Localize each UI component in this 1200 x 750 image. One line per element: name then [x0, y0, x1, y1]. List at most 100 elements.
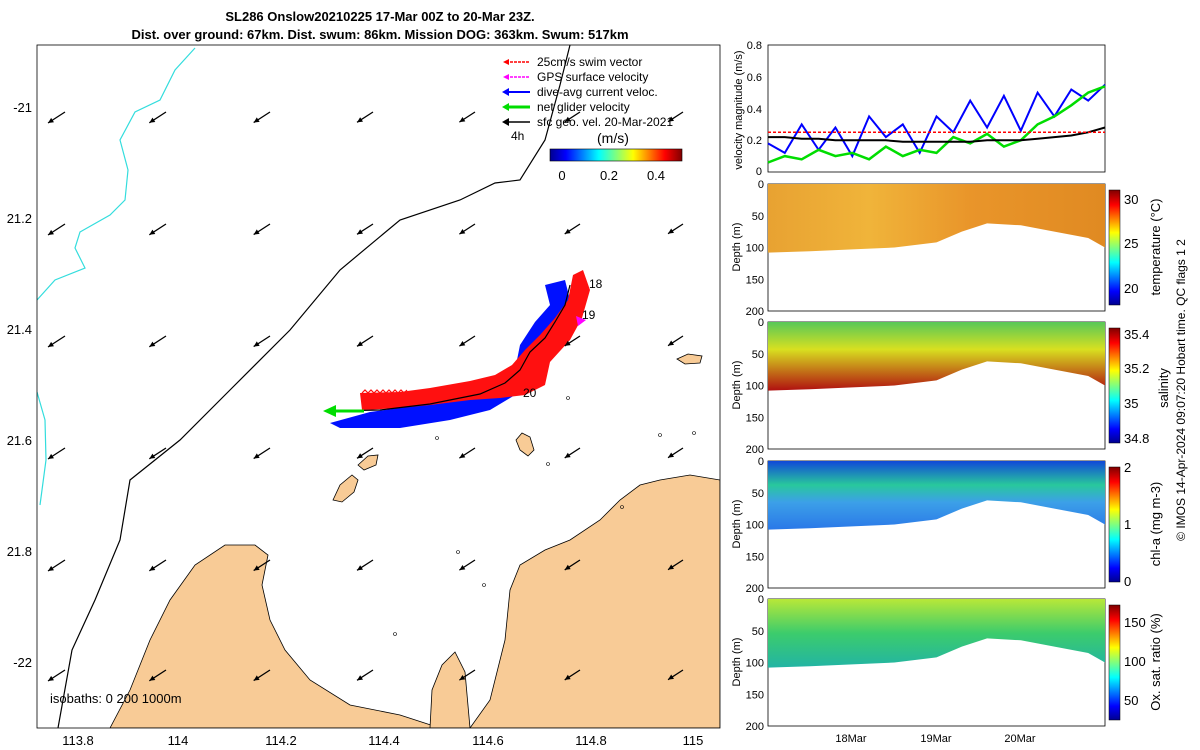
chla-clabel: chl-a (mg m-3)	[1148, 482, 1163, 567]
x-tick-label: 114	[168, 733, 189, 748]
sfc-velocity-arrowhead	[357, 229, 363, 235]
glider-track-line	[329, 284, 571, 412]
islet	[456, 550, 460, 554]
vel-y-tick: 0.4	[747, 104, 762, 116]
time-tick: 19Mar	[920, 733, 952, 745]
ox-cbar-tick: 150	[1124, 615, 1146, 630]
depth-tick: 200	[746, 306, 764, 318]
salinity-colorbar	[1108, 327, 1121, 444]
vel-y-tick: 0	[756, 166, 762, 178]
sal-cbar-tick: 34.8	[1124, 431, 1149, 446]
sfc-velocity-arrowhead	[357, 117, 363, 123]
sfc-velocity-arrowhead	[668, 564, 674, 570]
temperature-panel: 30 25 20 temperature (°C) Depth (m)	[731, 183, 1163, 312]
depth-tick: 100	[746, 243, 764, 255]
depth-tick: 0	[758, 456, 764, 468]
depth-tick: 200	[746, 721, 764, 733]
depth-tick: 200	[746, 444, 764, 456]
day-marker: 18	[589, 277, 603, 291]
isobath-0m	[37, 47, 196, 301]
depth-tick: 100	[746, 381, 764, 393]
x-tick-label: 113.8	[62, 733, 94, 748]
sfc-velocity-arrowhead	[48, 229, 54, 235]
oxygen-clabel: Ox. sat. ratio (%)	[1148, 613, 1163, 711]
islet	[482, 583, 486, 587]
vel-y-tick: 0.8	[747, 40, 762, 52]
sfc-velocity-arrowhead	[48, 675, 54, 681]
map-panel: 18 19 20 25cm/s swim vector GPS surface …	[7, 44, 721, 748]
time-tick: 20Mar	[1004, 733, 1036, 745]
temperature-field	[768, 184, 1105, 253]
sal-cbar-tick: 35.2	[1124, 361, 1149, 376]
y-tick-label: -22	[13, 655, 32, 670]
depth-tick: 150	[746, 551, 764, 563]
salinity-clabel: salinity	[1156, 368, 1171, 408]
time-axis: 18Mar 19Mar 20Mar	[835, 733, 1036, 745]
depth-tick: 150	[746, 274, 764, 286]
depth-ticks: 0501001502000501001502000501001502000501…	[746, 179, 764, 733]
temp-cbar-tick: 20	[1124, 281, 1138, 296]
map-x-axis: 113.8 114 114.2 114.4 114.6 114.8 115	[62, 733, 703, 748]
sfc-velocity-arrowhead	[357, 453, 363, 459]
ox-cbar-tick: 100	[1124, 654, 1146, 669]
y-tick-label: 21.2	[7, 211, 32, 226]
sfc-velocity-arrowhead	[149, 453, 156, 459]
sfc-velocity-arrowhead	[253, 117, 260, 123]
chl-cbar-tick: 2	[1124, 460, 1131, 475]
sfc-velocity-arrowhead	[668, 228, 674, 234]
velocity-line-sfc-geo-vel-	[768, 126, 1106, 143]
sal-cbar-tick: 35	[1124, 396, 1138, 411]
y-tick-label: 21.8	[7, 544, 32, 559]
depth-tick: 150	[746, 689, 764, 701]
sfc-velocity-arrowhead	[149, 341, 156, 347]
sfc-velocity-arrowhead	[253, 229, 260, 235]
islet	[393, 632, 397, 636]
ox-cbar-tick: 50	[1124, 693, 1138, 708]
velocity-series	[767, 83, 1106, 164]
sfc-velocity-arrowhead	[48, 341, 54, 347]
legend-gps-velocity: GPS surface velocity	[537, 70, 648, 84]
depth-tick: 0	[758, 594, 764, 606]
map-legend: 25cm/s swim vector GPS surface velocity …	[502, 55, 683, 183]
chla-field	[768, 461, 1105, 530]
isobath-0m-south	[37, 391, 47, 506]
sfc-velocity-arrowhead	[564, 340, 571, 346]
oxygen-field	[768, 599, 1105, 668]
sfc-velocity-arrowhead	[668, 116, 674, 122]
sfc-velocity-arrowhead	[459, 116, 466, 123]
colorbar-tick: 0.2	[600, 168, 618, 183]
depth-tick: 100	[746, 658, 764, 670]
islet	[546, 462, 550, 466]
chla-colorbar	[1108, 466, 1121, 583]
net-velocity-arrowhead	[323, 405, 336, 417]
sfc-velocity-arrowhead	[668, 340, 674, 346]
swim-vector-band	[360, 270, 590, 410]
sfc-velocity-arrowhead	[564, 452, 571, 458]
sfc-velocity-arrowhead	[253, 453, 260, 459]
chla-panel: 2 1 0 chl-a (mg m-3) Depth (m)	[731, 460, 1163, 589]
velocity-line-dive-avg-current-veloc-	[767, 83, 1106, 159]
colorbar-tick: 0	[558, 168, 565, 183]
y-tick-label: 21.4	[7, 322, 32, 337]
depth-tick: 100	[746, 520, 764, 532]
depth-tick: 200	[746, 583, 764, 595]
vel-y-tick: 0.2	[747, 135, 762, 147]
land-mainland-west	[109, 544, 441, 728]
depth-tick: 50	[752, 626, 764, 638]
legend-swim-vector: 25cm/s swim vector	[537, 55, 642, 69]
depth-tick: 0	[758, 179, 764, 191]
legend-sfc-geo-velocity: sfc geo. vel. 20-Mar-2021	[537, 115, 673, 129]
sfc-velocity-arrowhead	[459, 340, 466, 347]
sfc-velocity-arrowhead	[149, 229, 156, 235]
vel-y-tick: 0.6	[747, 72, 762, 84]
depth-tick: 0	[758, 317, 764, 329]
chl-cbar-tick: 1	[1124, 517, 1131, 532]
islet	[692, 431, 696, 435]
sfc-velocity-arrowhead	[459, 452, 466, 459]
sfc-velocity-arrowhead	[459, 228, 466, 235]
depth-tick: 50	[752, 211, 764, 223]
salinity-field	[768, 322, 1105, 391]
sfc-velocity-arrowhead	[253, 565, 260, 571]
chl-cbar-tick: 0	[1124, 574, 1131, 589]
